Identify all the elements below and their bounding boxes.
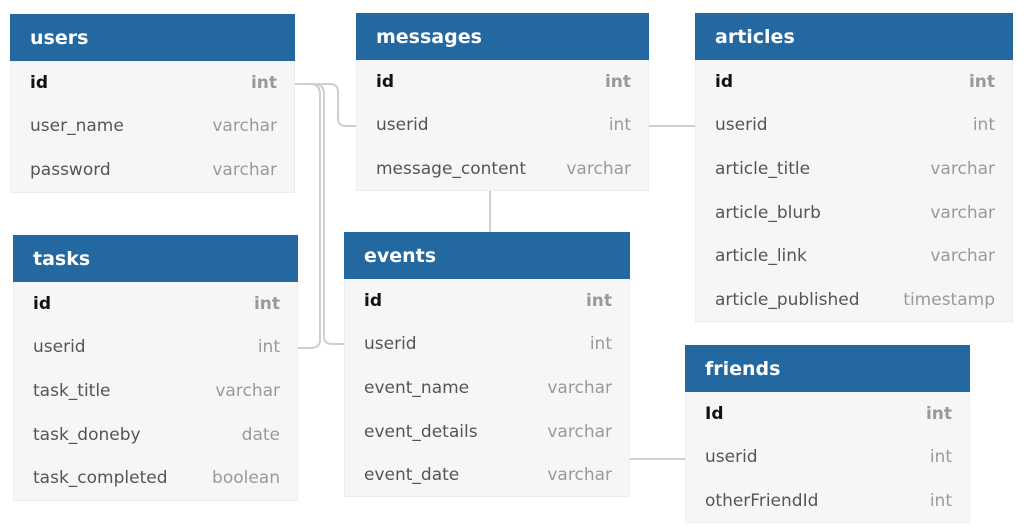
table-row[interactable]: article_published timestamp: [695, 278, 1013, 322]
column-name: event_name: [364, 377, 470, 398]
column-name: id: [30, 72, 48, 93]
table-row[interactable]: event_date varchar: [344, 453, 630, 497]
column-type: int: [968, 71, 995, 92]
table-users[interactable]: users id int user_name varchar password …: [10, 14, 295, 193]
column-name: task_doneby: [33, 424, 141, 445]
table-row[interactable]: userid int: [356, 104, 649, 148]
column-name: userid: [376, 115, 429, 136]
table-row[interactable]: otherFriendId int: [685, 479, 970, 523]
table-row[interactable]: id int: [356, 60, 649, 104]
column-type: varchar: [930, 202, 995, 223]
column-name: message_content: [376, 158, 526, 179]
table-row[interactable]: task_title varchar: [13, 369, 298, 413]
table-row[interactable]: Id int: [685, 392, 970, 436]
column-type: varchar: [212, 116, 277, 137]
column-name: id: [364, 290, 382, 311]
column-name: event_details: [364, 421, 478, 442]
connector-users-messages: [295, 83, 357, 127]
column-name: article_link: [715, 246, 807, 267]
column-name: event_date: [364, 465, 460, 486]
column-name: task_completed: [33, 468, 168, 489]
table-row[interactable]: task_completed boolean: [13, 456, 298, 500]
table-row[interactable]: userid int: [13, 326, 298, 370]
column-type: date: [241, 424, 280, 445]
column-type: int: [929, 447, 952, 468]
column-name: id: [33, 293, 51, 314]
table-header: events: [344, 232, 630, 279]
table-row[interactable]: task_doneby date: [13, 413, 298, 457]
table-row[interactable]: userid int: [344, 323, 630, 367]
column-name: id: [376, 71, 394, 92]
table-row[interactable]: userid int: [685, 436, 970, 480]
table-row[interactable]: id int: [13, 282, 298, 326]
column-type: varchar: [930, 246, 995, 267]
table-friends[interactable]: friends Id int userid int otherFriendId …: [685, 345, 970, 523]
column-name: otherFriendId: [705, 490, 819, 511]
column-type: int: [585, 290, 612, 311]
column-type: timestamp: [903, 289, 995, 310]
column-name: userid: [364, 334, 417, 355]
table-header: tasks: [13, 235, 298, 282]
table-row[interactable]: userid int: [695, 104, 1013, 148]
column-name: id: [715, 71, 733, 92]
table-row[interactable]: user_name varchar: [10, 105, 295, 149]
column-name: article_published: [715, 289, 860, 310]
column-type: varchar: [547, 421, 612, 442]
column-name: password: [30, 159, 111, 180]
column-type: varchar: [547, 465, 612, 486]
column-type: varchar: [547, 377, 612, 398]
table-articles[interactable]: articles id int userid int article_title…: [695, 13, 1013, 322]
column-type: varchar: [930, 158, 995, 179]
column-type: varchar: [566, 158, 631, 179]
connector-users-events: [313, 83, 345, 345]
column-type: varchar: [215, 380, 280, 401]
table-header: friends: [685, 345, 970, 392]
table-row[interactable]: article_title varchar: [695, 147, 1013, 191]
column-type: int: [257, 337, 280, 358]
column-type: int: [929, 490, 952, 511]
table-row[interactable]: password varchar: [10, 148, 295, 192]
column-name: userid: [705, 447, 758, 468]
column-type: int: [589, 334, 612, 355]
column-type: int: [972, 115, 995, 136]
table-row[interactable]: article_blurb varchar: [695, 191, 1013, 235]
table-header: messages: [356, 13, 649, 60]
column-name: userid: [33, 337, 86, 358]
table-row[interactable]: id int: [10, 61, 295, 105]
connector-users-tasks: [298, 83, 321, 349]
table-row[interactable]: id int: [344, 279, 630, 323]
table-header: users: [10, 14, 295, 61]
column-name: user_name: [30, 116, 124, 137]
table-tasks[interactable]: tasks id int userid int task_title varch…: [13, 235, 298, 501]
table-row[interactable]: article_link varchar: [695, 234, 1013, 278]
table-row[interactable]: id int: [695, 60, 1013, 104]
column-type: int: [608, 115, 631, 136]
table-messages[interactable]: messages id int userid int message_conte…: [356, 13, 649, 191]
table-events[interactable]: events id int userid int event_name varc…: [344, 232, 630, 497]
column-name: article_blurb: [715, 202, 821, 223]
column-type: boolean: [212, 468, 280, 489]
table-row[interactable]: message_content varchar: [356, 147, 649, 191]
column-type: int: [925, 403, 952, 424]
column-type: int: [604, 71, 631, 92]
column-type: int: [253, 293, 280, 314]
column-name: task_title: [33, 380, 111, 401]
column-name: Id: [705, 403, 724, 424]
table-header: articles: [695, 13, 1013, 60]
column-name: userid: [715, 115, 768, 136]
column-type: int: [250, 72, 277, 93]
table-row[interactable]: event_name varchar: [344, 366, 630, 410]
column-name: article_title: [715, 158, 811, 179]
table-row[interactable]: event_details varchar: [344, 410, 630, 454]
column-type: varchar: [212, 159, 277, 180]
